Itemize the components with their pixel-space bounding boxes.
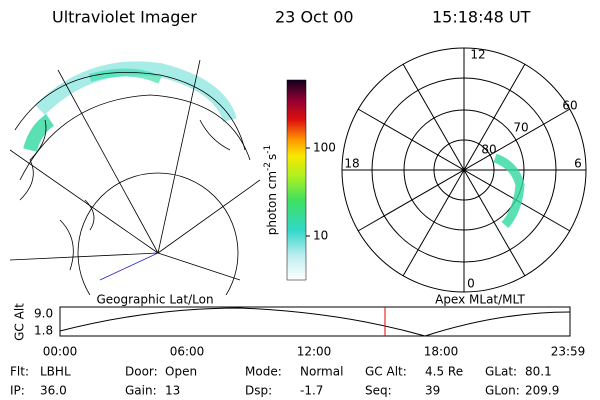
colorbar-label: photon cm-2s-1	[263, 145, 279, 236]
field-label: Seq:	[365, 384, 392, 398]
lat-label: 70	[513, 121, 528, 135]
field-value: 209.9	[525, 384, 559, 398]
lat-label: 60	[562, 99, 577, 113]
geographic-image	[10, 59, 260, 295]
hour-label: 18	[344, 157, 359, 171]
hour-label: 6	[574, 157, 582, 171]
hour-label: 12	[470, 48, 485, 62]
altitude-ylabel: GC Alt	[13, 303, 27, 341]
field-value: 39	[425, 384, 440, 398]
lat-label: 80	[481, 143, 496, 157]
field-label: Mode:	[245, 365, 282, 379]
hour-label: 0	[467, 277, 475, 291]
date: 23 Oct 00	[275, 8, 354, 27]
field-value: Open	[165, 365, 197, 379]
panel-label: Apex MLat/MLT	[435, 293, 525, 307]
colorbar	[286, 79, 307, 281]
altitude-xtick: 06:00	[170, 345, 205, 359]
field-value: Normal	[300, 365, 343, 379]
panel-label: Geographic Lat/Lon	[96, 293, 213, 307]
altitude-xtick: 00:00	[43, 345, 78, 359]
field-value: -1.7	[300, 384, 323, 398]
altitude-xtick: 23:59	[551, 345, 586, 359]
field-value: LBHL	[40, 365, 71, 379]
field-label: Gain:	[125, 384, 157, 398]
field-label: GLat:	[485, 365, 517, 379]
field-label: IP:	[10, 384, 25, 398]
field-label: GC Alt:	[365, 365, 407, 379]
field-value: 4.5 Re	[425, 365, 463, 379]
colorbar-tick-label: 100	[313, 141, 336, 155]
footer: Flt: LBHL Door: Open Mode: Normal GC Alt: 4.5 R…	[10, 365, 559, 398]
colorbar-tick-label: 10	[313, 229, 328, 243]
altitude-ytick: 1.8	[34, 324, 53, 338]
time: 15:18:48 UT	[432, 8, 531, 27]
altitude-xtick: 18:00	[424, 345, 459, 359]
field-value: 80.1	[525, 365, 552, 379]
title: Ultraviolet Imager	[52, 8, 197, 27]
altitude-ytick: 9.0	[34, 307, 53, 321]
field-label: Door:	[125, 365, 158, 379]
altitude-frame	[59, 306, 571, 337]
altitude-curve	[59, 307, 571, 337]
altitude-xtick: 12:00	[297, 345, 332, 359]
field-value: 36.0	[40, 384, 67, 398]
field-value: 13	[165, 384, 180, 398]
field-label: Dsp:	[245, 384, 272, 398]
field-label: Flt:	[10, 365, 29, 379]
field-label: GLon:	[485, 384, 520, 398]
polar-grid	[341, 47, 587, 293]
